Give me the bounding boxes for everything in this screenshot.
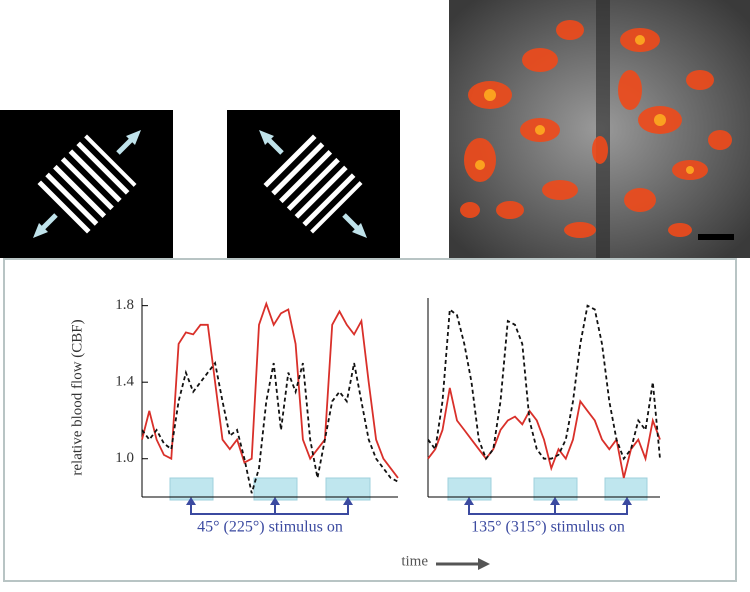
dashed-line (427, 304, 661, 461)
annotation: 45° (225°) stimulus on (197, 519, 343, 536)
stimulus-45 (0, 110, 173, 258)
y-tick-label: 1.4 (115, 374, 134, 390)
brain-map (449, 0, 750, 258)
bracket-arrows (186, 497, 632, 515)
y-tick-label: 1.0 (115, 450, 134, 466)
stimulus-135 (227, 110, 400, 258)
time-arrow (436, 558, 490, 570)
x-axis-label: time (401, 553, 428, 569)
solid-line (141, 300, 399, 479)
stimulus-blocks (169, 477, 648, 501)
annotation: 135° (315°) stimulus on (471, 519, 625, 536)
dashed-line (141, 360, 399, 494)
y-axis-label: relative blood flow (CBF) (69, 319, 85, 475)
panel-frame (3, 258, 737, 582)
y-tick-label: 1.8 (115, 297, 134, 313)
solid-line (427, 387, 661, 479)
